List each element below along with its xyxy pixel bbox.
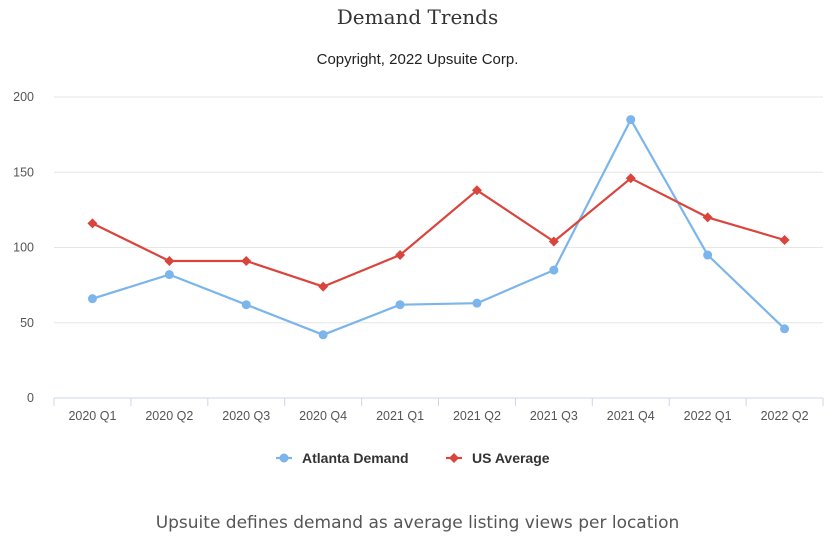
us-average-point[interactable]	[395, 250, 406, 261]
atlanta-demand-line	[91, 118, 786, 336]
us-average-point[interactable]	[625, 173, 636, 184]
legend-marker-atlanta-demand	[279, 453, 289, 463]
x-tick-label: 2020 Q3	[222, 409, 270, 423]
us-average-point[interactable]	[87, 218, 98, 229]
legend[interactable]: Atlanta Demand US Average	[276, 450, 550, 466]
legend-label-atlanta-demand: Atlanta Demand	[302, 450, 409, 466]
x-tick-label: 2021 Q3	[530, 409, 578, 423]
x-tick-label: 2020 Q4	[299, 409, 347, 423]
atlanta-demand-point[interactable]	[241, 300, 251, 310]
chart-caption: Upsuite defines demand as average listin…	[155, 513, 680, 533]
atlanta-demand-point[interactable]	[395, 300, 405, 310]
y-tick-label: 200	[13, 90, 34, 104]
us-average-point[interactable]	[548, 236, 559, 247]
grid-lines	[54, 96, 823, 399]
y-tick-label: 0	[27, 391, 34, 405]
legend-marker-us-average	[449, 453, 459, 463]
us-average-line	[91, 177, 786, 288]
us-average-point[interactable]	[702, 212, 713, 223]
atlanta-demand-point[interactable]	[87, 294, 97, 304]
atlanta-demand-point[interactable]	[549, 265, 559, 275]
us-average-point[interactable]	[779, 234, 790, 245]
x-tick-label: 2022 Q2	[761, 409, 809, 423]
atlanta-demand-point[interactable]	[164, 270, 174, 280]
x-tick-label: 2020 Q1	[68, 409, 116, 423]
us-average-point[interactable]	[164, 256, 175, 267]
us-average-point[interactable]	[471, 185, 482, 196]
legend-item-us-average[interactable]: US Average	[446, 450, 550, 466]
legend-label-us-average: US Average	[472, 450, 550, 466]
legend-item-atlanta-demand[interactable]: Atlanta Demand	[276, 450, 409, 466]
chart-subtitle: Copyright, 2022 Upsuite Corp.	[316, 51, 519, 68]
us-average-point[interactable]	[241, 256, 252, 267]
y-tick-label: 50	[20, 316, 34, 330]
x-axis-ticks: 2020 Q1 2020 Q2 2020 Q3 2020 Q4 2021 Q1 2021 …	[53, 398, 824, 423]
atlanta-demand-point[interactable]	[472, 298, 482, 308]
atlanta-demand-point[interactable]	[780, 324, 790, 334]
y-tick-label: 100	[13, 241, 34, 255]
us-average-point[interactable]	[318, 281, 329, 292]
y-axis-ticks: 0 50 100 150 200	[13, 90, 34, 405]
atlanta-demand-point[interactable]	[626, 115, 636, 125]
x-tick-label: 2021 Q1	[376, 409, 424, 423]
atlanta-demand-point[interactable]	[703, 250, 713, 260]
x-tick-label: 2021 Q4	[607, 409, 655, 423]
atlanta-demand-point[interactable]	[318, 330, 328, 340]
chart-title: Demand Trends	[336, 5, 499, 29]
series-layer	[87, 115, 790, 340]
x-tick-label: 2020 Q2	[145, 409, 193, 423]
x-tick-label: 2021 Q2	[453, 409, 501, 423]
x-tick-label: 2022 Q1	[684, 409, 732, 423]
y-tick-label: 150	[13, 165, 34, 179]
